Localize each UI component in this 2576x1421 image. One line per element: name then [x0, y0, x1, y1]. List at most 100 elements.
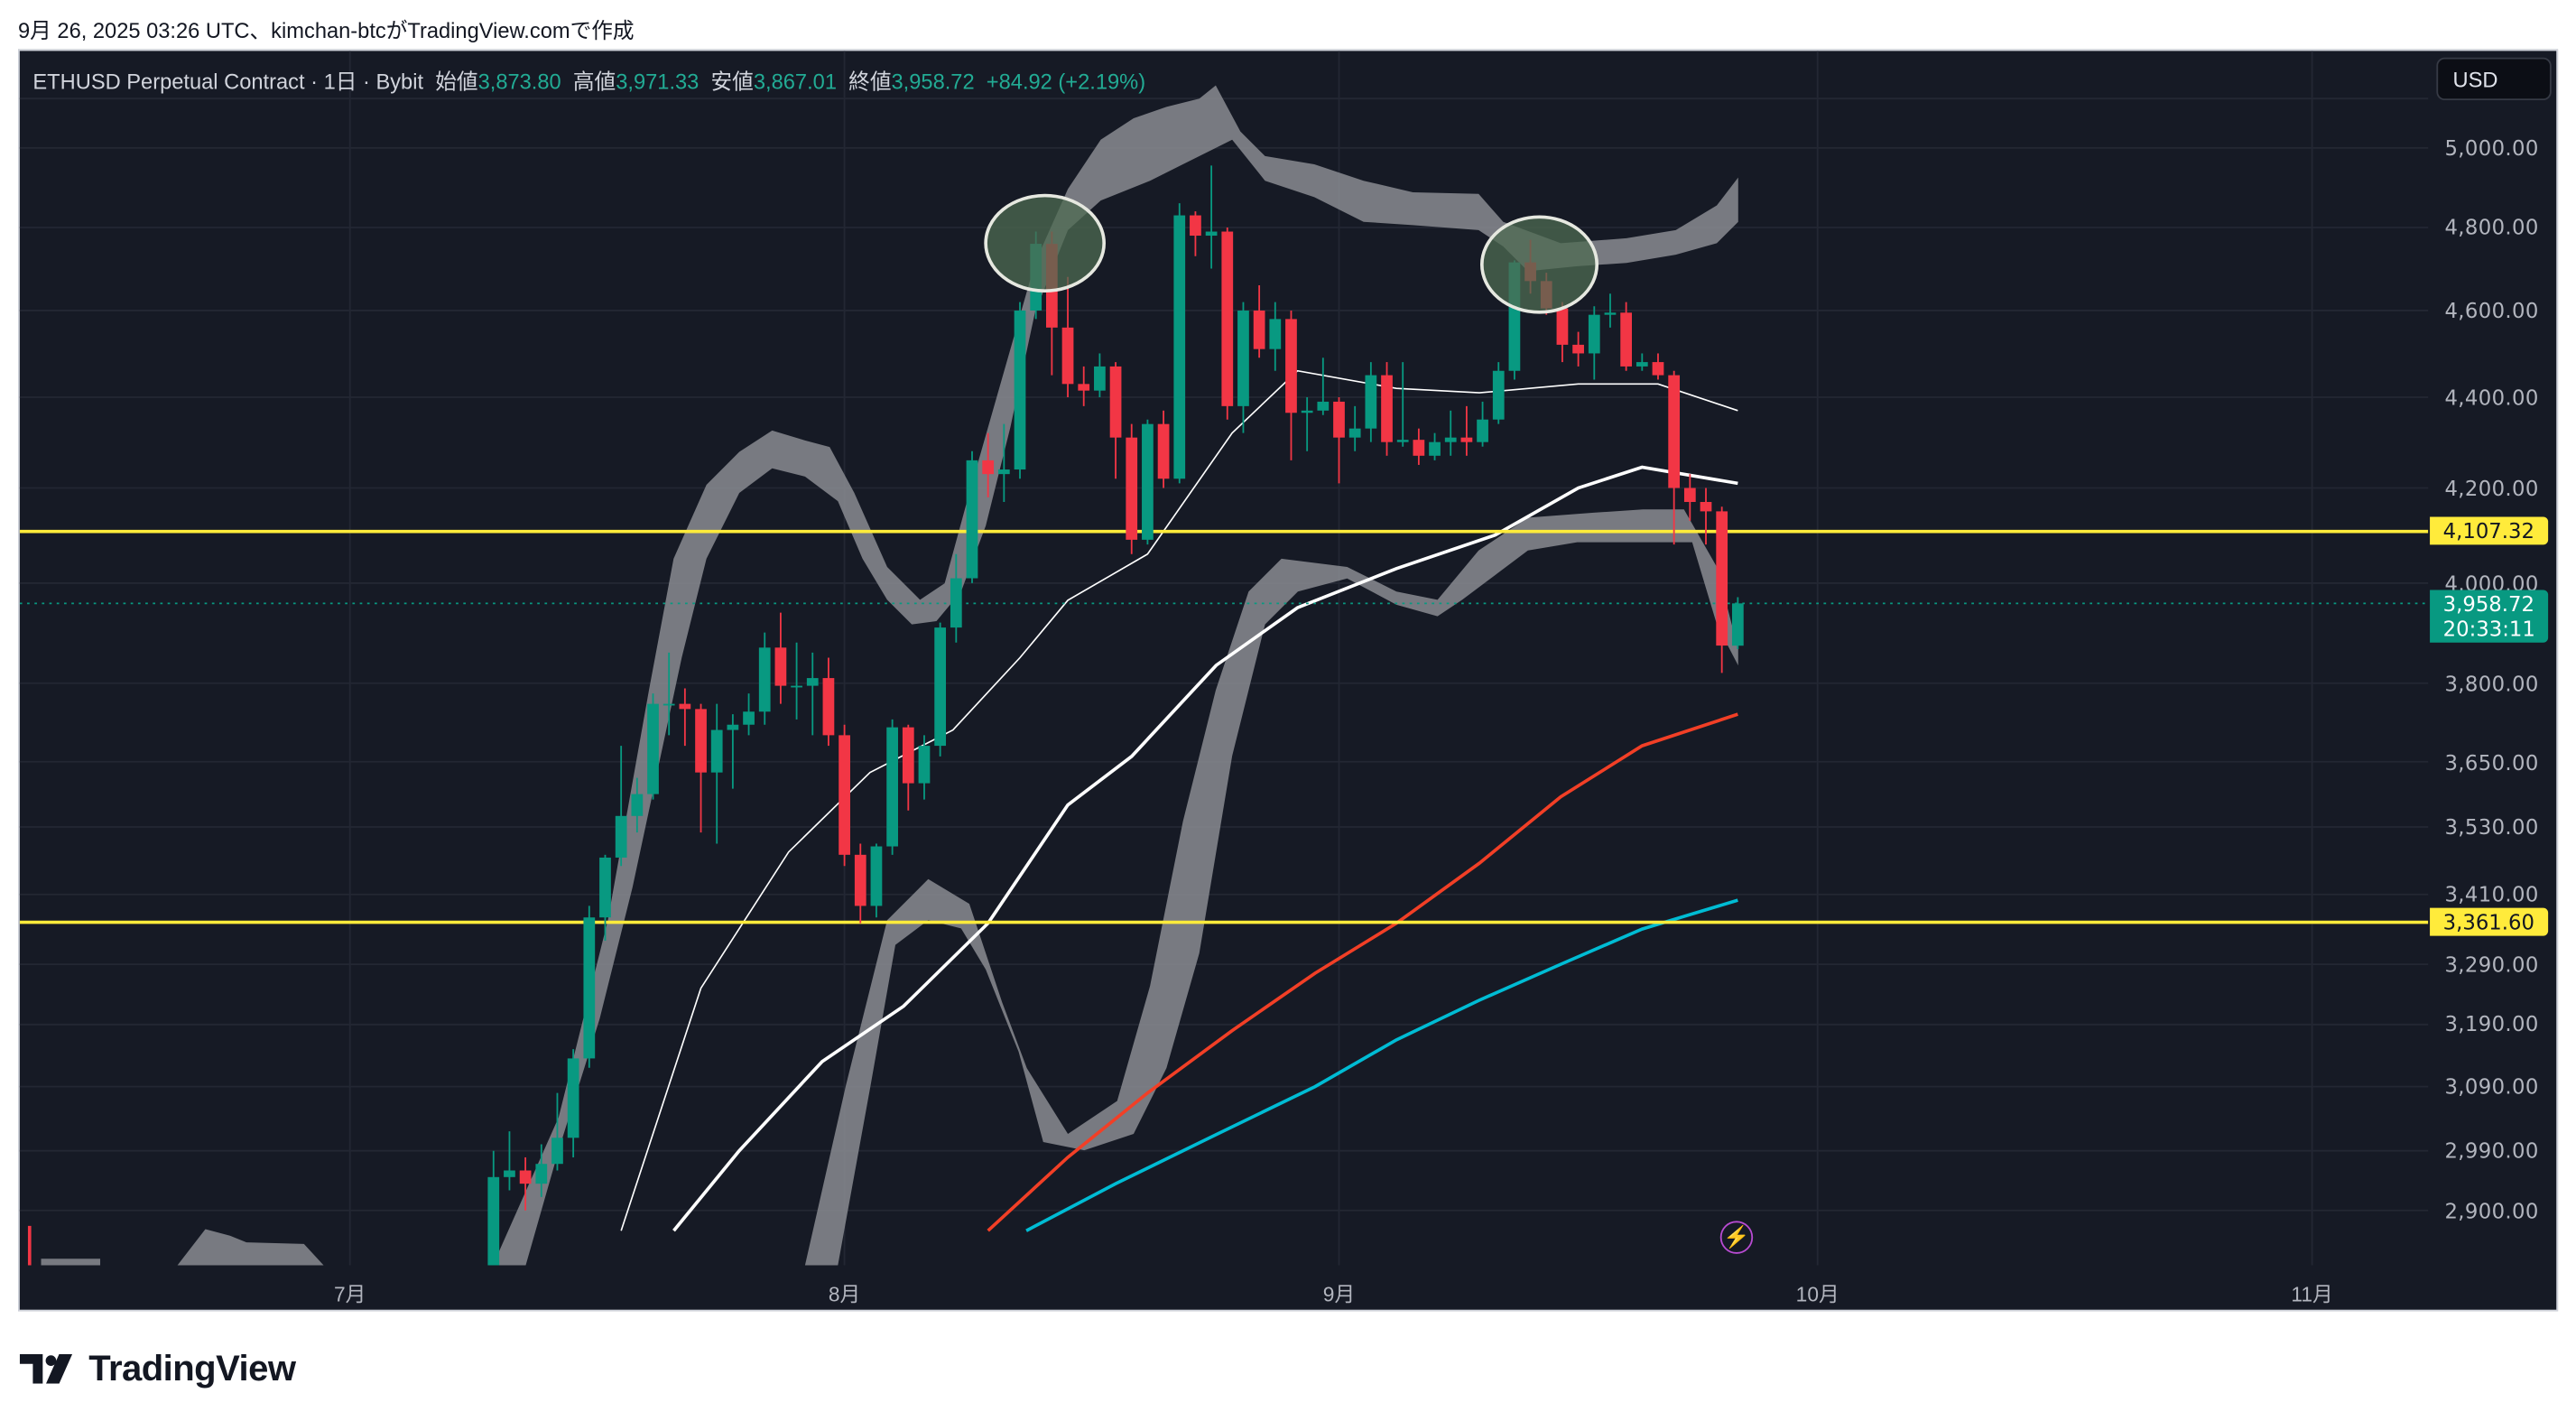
level-label-upper: 4,107.32 — [2430, 517, 2549, 546]
price-tick-label: 4,400.00 — [2444, 385, 2539, 410]
candle — [982, 432, 995, 497]
candle — [1157, 410, 1170, 488]
candle-body — [1333, 401, 1345, 438]
date-tick-label: 11月 — [2291, 1283, 2333, 1307]
candle-body — [535, 1164, 548, 1184]
candle-body — [727, 724, 739, 730]
candle-body — [1460, 437, 1473, 442]
cloud-band-edge — [41, 1258, 101, 1266]
candle-body — [854, 854, 866, 906]
ma-line-ma-fast — [620, 369, 1738, 1231]
candle — [631, 777, 644, 833]
candle-body — [997, 469, 1010, 475]
candle-body — [839, 735, 850, 855]
candle-body — [631, 794, 644, 816]
candle — [1556, 302, 1569, 363]
candle — [1620, 302, 1633, 371]
candle-body — [1157, 423, 1170, 479]
candle — [1126, 423, 1138, 554]
candle-body — [1620, 312, 1633, 367]
price-tick-label: 2,990.00 — [2444, 1138, 2539, 1164]
candle-body — [1444, 437, 1457, 442]
candle — [1348, 405, 1361, 451]
candle-body — [504, 1170, 515, 1177]
candle-body — [1190, 215, 1201, 237]
candle — [472, 1286, 484, 1421]
candle — [822, 657, 835, 747]
date-tick-label: 10月 — [1795, 1283, 1839, 1307]
price-tick-label: 4,800.00 — [2444, 215, 2539, 240]
candle — [1301, 397, 1313, 451]
candle-body — [774, 647, 787, 686]
candle — [710, 703, 723, 844]
candle — [950, 553, 962, 643]
candle-body — [695, 709, 707, 773]
candle-body — [583, 917, 596, 1059]
candle-body — [1253, 310, 1265, 349]
candle-body — [1301, 410, 1313, 413]
candle — [1572, 331, 1584, 367]
candle — [551, 1092, 563, 1171]
last-price: 3,958.72 — [2442, 591, 2534, 617]
candle — [1014, 302, 1026, 479]
candle-body — [1396, 440, 1409, 442]
candle — [1061, 276, 1074, 398]
candle — [1396, 362, 1409, 447]
candle-body — [472, 1300, 484, 1412]
candle-body — [1126, 437, 1138, 540]
candle — [663, 652, 675, 736]
candle — [774, 612, 787, 704]
highlight-circle-september-top — [1480, 215, 1599, 314]
symbol-title[interactable]: ETHUSD Perpetual Contract · 1日 · Bybit — [32, 69, 424, 94]
candle-body — [806, 678, 819, 686]
candle — [1700, 488, 1712, 545]
candle — [487, 1150, 500, 1266]
lightning-icon[interactable]: ⚡ — [1719, 1221, 1754, 1254]
candle-body — [902, 727, 914, 784]
candle — [934, 622, 947, 757]
candle — [918, 735, 931, 800]
candle — [1269, 302, 1282, 371]
moving-averages — [620, 369, 1738, 1232]
tradingview-logo[interactable]: TradingView — [19, 1348, 296, 1390]
candle-body — [1221, 231, 1234, 406]
ma-line-ma-mid — [672, 465, 1738, 1232]
candle-body — [966, 460, 978, 579]
candle-body — [1477, 419, 1488, 442]
candle-body — [1413, 440, 1425, 456]
last-candle-red-stub — [27, 1225, 32, 1266]
price-tick-label: 4,200.00 — [2444, 475, 2539, 501]
bar-countdown: 20:33:11 — [2442, 616, 2535, 642]
ma-line-ma-slow — [987, 712, 1738, 1232]
candle-body — [1078, 384, 1090, 391]
candle — [1604, 293, 1617, 328]
price-tick-label: 3,410.00 — [2444, 882, 2539, 907]
cloud-band-lower — [804, 509, 1738, 1266]
candle — [997, 423, 1010, 503]
candle-body — [1142, 423, 1154, 540]
currency-button[interactable]: USD — [2436, 57, 2552, 101]
candle — [535, 1144, 548, 1197]
open-value: 3,873.80 — [477, 69, 561, 94]
ohlc-legend: ETHUSD Perpetual Contract · 1日 · Bybit 始… — [32, 64, 1145, 96]
price-tick-label: 3,650.00 — [2444, 749, 2539, 775]
candle-body — [1061, 327, 1074, 385]
candle — [1381, 362, 1393, 456]
candle-body — [1652, 362, 1664, 376]
candle-body — [1716, 511, 1728, 646]
candle — [1652, 353, 1664, 380]
candle — [504, 1131, 515, 1191]
snapshot-caption: 9月 26, 2025 03:26 UTC、kimchan-btcがTradin… — [18, 18, 635, 43]
candle — [1109, 362, 1122, 479]
candle-body — [1700, 502, 1712, 512]
candle — [1668, 370, 1681, 545]
candle-body — [647, 703, 659, 794]
candle-body — [1109, 366, 1122, 438]
candle-body — [519, 1170, 532, 1184]
candle-body — [1683, 488, 1696, 503]
candle — [679, 688, 691, 747]
indicator-cloud-bands — [41, 85, 1738, 1266]
candle-body — [822, 678, 835, 736]
candle-body — [886, 727, 898, 847]
